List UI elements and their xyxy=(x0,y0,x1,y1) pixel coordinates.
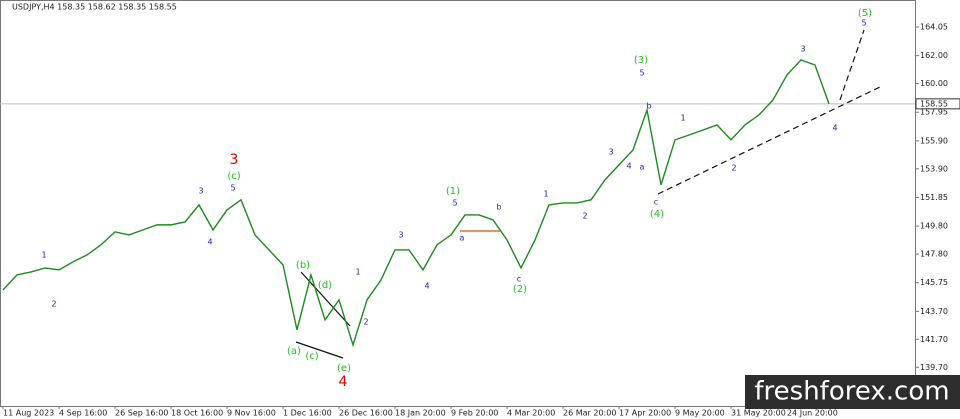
wave-label: b xyxy=(646,102,651,111)
wave-label: 3 xyxy=(608,148,613,157)
y-tick-label: 164.05 xyxy=(920,22,948,31)
x-tick-label: 4 Mar 20:00 xyxy=(507,409,555,418)
wave-label: 5 xyxy=(452,199,457,208)
wave-label: 2 xyxy=(363,318,368,327)
y-tick-label: 153.90 xyxy=(920,164,948,173)
wave-label: (d) xyxy=(318,280,332,291)
chart-title: USDJPY,H4 158.35 158.62 158.35 158.55 xyxy=(12,3,177,12)
y-tick-label: 147.80 xyxy=(920,250,948,259)
wave-label: c xyxy=(654,198,658,207)
x-tick-label: 26 Sep 16:00 xyxy=(115,409,168,418)
wave-label: 1 xyxy=(543,190,548,199)
x-tick-label: 17 Apr 20:00 xyxy=(619,409,671,418)
plot-frame xyxy=(0,0,916,407)
y-tick-label: 145.75 xyxy=(920,278,948,287)
wave-label: (4) xyxy=(650,209,664,220)
y-tick-label: 162.00 xyxy=(920,51,948,60)
wave-label: 4 xyxy=(339,374,348,390)
wave-label: (c) xyxy=(227,171,240,182)
wave-label: (1) xyxy=(446,186,460,197)
wave-label: 2 xyxy=(51,300,56,309)
wave-label: 3 xyxy=(230,152,239,168)
watermark: freshforex.com xyxy=(754,377,949,407)
wave-label: 5 xyxy=(639,69,644,78)
trendlines xyxy=(295,29,883,359)
wave-label: 1 xyxy=(41,251,46,260)
wave-label: a xyxy=(640,163,645,172)
y-tick-label: 157.95 xyxy=(920,108,948,117)
x-tick-label: 1 Dec 16:00 xyxy=(283,409,332,418)
wave-label: 2 xyxy=(731,164,736,173)
wave-label: 3 xyxy=(398,231,403,240)
wave-label: (e) xyxy=(337,363,351,374)
wave-label: 2 xyxy=(582,212,587,221)
x-tick-label: 26 Dec 16:00 xyxy=(339,409,393,418)
y-tick-label: 160.00 xyxy=(920,79,948,88)
watermark-box xyxy=(745,375,960,409)
wave-label: 4 xyxy=(424,282,429,291)
wave-label: 5 xyxy=(861,19,866,28)
wave-label: (2) xyxy=(513,284,527,295)
y-tick-label: 139.70 xyxy=(920,363,948,372)
x-tick-label: 24 Jun 20:00 xyxy=(787,409,838,418)
x-tick-label: 9 May 20:00 xyxy=(675,409,725,418)
wave-label: 4 xyxy=(832,124,837,133)
wave-label: b xyxy=(496,203,501,212)
x-tick-label: 18 Jan 20:00 xyxy=(395,409,446,418)
y-tick-label: 155.90 xyxy=(920,136,948,145)
wave-label: (c) xyxy=(305,351,318,362)
last-price-label: 158.55 xyxy=(920,99,948,108)
wave-label: 1 xyxy=(680,114,685,123)
wave-label: (3) xyxy=(634,55,648,66)
wave-label: 4 xyxy=(207,238,212,247)
price-line xyxy=(2,59,830,348)
wave-label: a xyxy=(460,234,465,243)
x-tick-label: 31 May 20:00 xyxy=(731,409,786,418)
wave-label: 4 xyxy=(626,162,631,171)
y-tick-label: 151.85 xyxy=(920,193,948,202)
y-tick-label: 149.80 xyxy=(920,222,948,231)
y-tick-label: 143.70 xyxy=(920,307,948,316)
last-price-box xyxy=(915,98,960,110)
wave-label: c xyxy=(517,275,521,284)
x-tick-label: 18 Oct 16:00 xyxy=(171,409,223,418)
wave-label: 3 xyxy=(198,187,203,196)
wave-label: 1 xyxy=(355,268,360,277)
wave-label: 3 xyxy=(800,45,805,54)
x-tick-label: 9 Feb 20:00 xyxy=(451,409,498,418)
wave-label: (5) xyxy=(858,8,872,19)
x-tick-label: 26 Mar 20:00 xyxy=(563,409,616,418)
wave-label: 5 xyxy=(230,184,235,193)
x-tick-label: 9 Nov 16:00 xyxy=(227,409,276,418)
wave-label: (b) xyxy=(296,260,310,271)
wave-label: (a) xyxy=(287,346,301,357)
y-tick-label: 141.70 xyxy=(920,335,948,344)
x-tick-label: 4 Sep 16:00 xyxy=(59,409,107,418)
x-tick-label: 11 Aug 2023 xyxy=(3,409,54,418)
